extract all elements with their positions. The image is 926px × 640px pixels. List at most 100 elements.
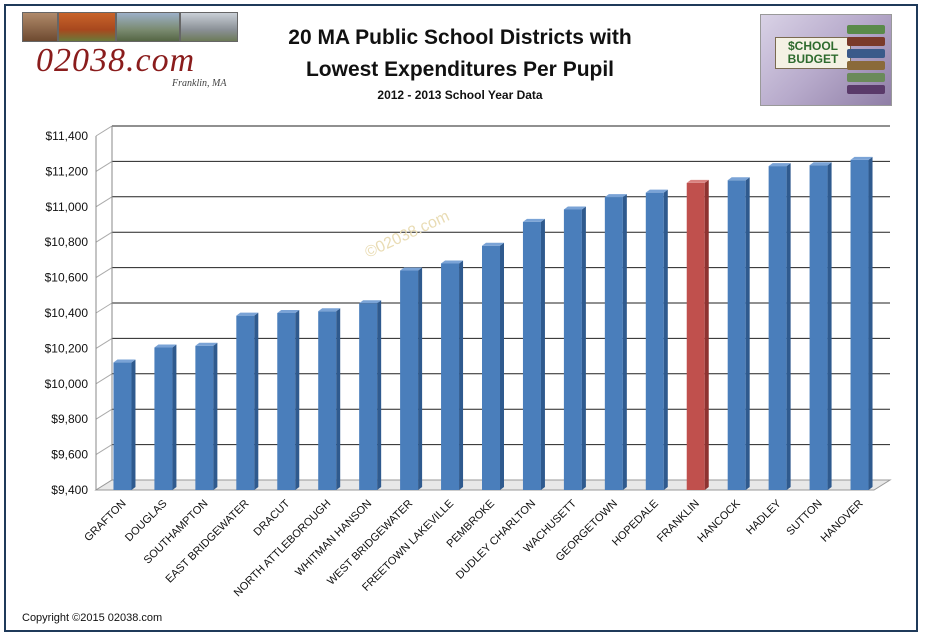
bar-top [482,242,504,246]
bar-douglas [154,344,177,490]
book-stack-icon [847,23,885,99]
y-tick-label: $9,600 [51,448,88,462]
gridline-diagonal [95,231,113,243]
bar-front [604,197,623,490]
gridline-diagonal [95,302,113,314]
logo-photo-2 [58,12,116,42]
x-tick-label: EAST BRIDGEWATER [164,498,252,586]
chart-subtitle: 2012 - 2013 School Year Data [377,88,543,102]
bar-georgetown [604,194,627,490]
logo-photo-4 [180,12,238,42]
bar-franklin [686,179,709,490]
bar-dracut [277,310,300,490]
bar-side [459,260,464,490]
bar-top [809,162,832,166]
y-tick-label: $9,400 [51,483,88,497]
chart-bars [113,156,873,490]
bar-hadley [768,163,791,490]
bar-dudley-charlton [522,218,545,490]
school-budget-image: $CHOOL BUDGET [760,14,892,106]
bar-front [400,270,419,490]
bar-top [113,359,136,363]
x-tick-label: HADLEY [744,497,784,537]
bar-side [131,359,136,490]
bar-top [563,206,586,210]
bar-side [418,267,423,490]
x-tick-label: GRAFTON [82,498,128,544]
y-tick-label: $10,200 [45,341,89,355]
y-tick-label: $11,000 [46,200,89,214]
bar-top [195,342,218,346]
bar-front [727,180,746,490]
chart-title: 20 MA Public School Districts with Lowes… [260,22,660,86]
bar-front [277,313,296,490]
y-tick-label: $10,800 [45,235,89,249]
bar-front [482,245,500,490]
bar-top [400,267,423,271]
bar-front [154,347,173,490]
logo-photo-3 [116,12,180,42]
bar-side [336,308,341,490]
bar-front [359,303,378,490]
bar-front [441,263,460,490]
x-tick-label: FRANKLIN [655,498,702,545]
x-tick-label: DRACUT [251,497,292,538]
gridline-diagonal [95,408,113,420]
bar-front [522,221,541,490]
bar-east-bridgewater [236,312,259,490]
bar-side [540,218,545,490]
bar-pembroke [482,242,504,490]
bar-whitman-hanson [359,300,382,490]
bar-side [213,342,218,490]
gridline-diagonal [95,196,113,208]
logo-text: 02038.com [36,42,196,79]
y-tick-label: $11,400 [46,129,89,143]
gridline-diagonal [95,444,113,456]
bar-side [377,300,382,490]
bar-front [645,192,664,490]
gridline-diagonal [95,373,113,385]
bar-top [604,194,627,198]
bar-front [809,165,828,490]
site-logo[interactable]: 02038.com Franklin, MA [22,12,262,92]
bar-top [236,312,259,316]
bar-grafton [113,359,136,490]
bar-top [768,163,791,167]
bar-side [663,189,668,490]
bar-side [622,194,627,490]
y-tick-label: $10,600 [45,271,89,285]
x-tick-label: DUDLEY CHARLTON [454,498,538,582]
x-tick-label: HANOVER [819,498,866,545]
copyright-text: Copyright ©2015 02038.com [22,612,163,624]
bar-side [500,242,504,490]
bar-side [868,156,873,490]
bar-top [277,310,300,313]
gridline-diagonal [95,125,113,137]
chart-title-line-1: 20 MA Public School Districts with [288,26,632,49]
bar-hanover [850,156,873,490]
gridline-diagonal [95,337,113,349]
bar-side [745,177,750,490]
bar-top [645,189,668,193]
gridline-diagonal [95,267,113,279]
bar-side [254,312,259,490]
chart-watermark: ©02038.com [363,208,453,262]
bar-freetown-lakeville [441,260,464,490]
bar-side [295,310,300,490]
y-tick-label: $10,000 [45,377,89,391]
bar-front [850,159,869,490]
bar-top [318,308,341,312]
bar-hopedale [645,189,668,490]
bar-front [768,166,787,490]
bar-hancock [727,177,750,490]
y-tick-label: $10,400 [45,306,89,320]
gridline-diagonal [95,160,113,172]
logo-subtext: Franklin, MA [172,78,227,89]
x-tick-label: SUTTON [784,498,824,538]
bar-front [686,182,705,490]
bar-front [318,311,337,490]
y-tick-label: $11,200 [46,164,89,178]
bar-top [727,177,750,181]
